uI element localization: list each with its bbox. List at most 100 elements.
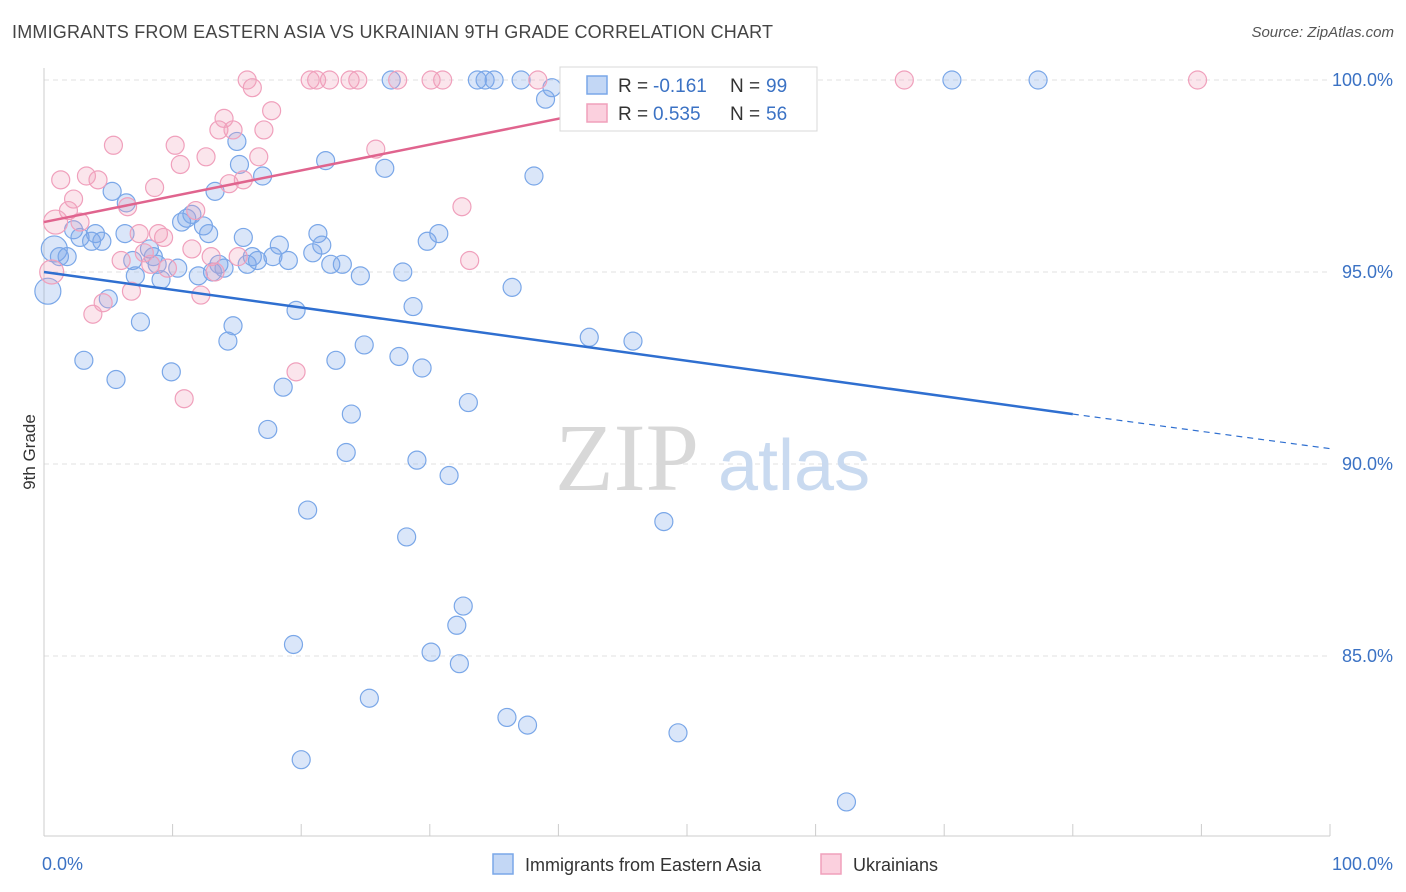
- point-ukrainians: [201, 247, 221, 267]
- point-eastern-asia: [172, 212, 192, 232]
- point-eastern-asia: [57, 247, 77, 267]
- watermark: ZIP atlas: [555, 404, 870, 511]
- point-ukrainians: [205, 262, 225, 282]
- point-ukrainians: [111, 250, 131, 271]
- point-eastern-asia: [291, 750, 311, 770]
- point-eastern-asia: [381, 70, 401, 90]
- point-ukrainians: [76, 166, 97, 186]
- point-eastern-asia: [258, 419, 278, 440]
- point-eastern-asia: [182, 204, 202, 224]
- point-eastern-asia: [308, 224, 328, 244]
- point-eastern-asia: [467, 70, 487, 90]
- point-ukrainians: [182, 239, 202, 259]
- point-eastern-asia: [654, 511, 674, 532]
- point-eastern-asia: [298, 500, 318, 520]
- watermark-atlas: atlas: [718, 426, 870, 506]
- point-eastern-asia: [449, 654, 469, 674]
- point-eastern-asia: [223, 316, 243, 336]
- point-eastern-asia: [263, 247, 283, 267]
- y-tick-label: 90.0%: [1342, 454, 1393, 474]
- point-eastern-asia: [623, 331, 643, 351]
- point-eastern-asia: [286, 300, 306, 320]
- stats-r-label-blue: R =: [618, 76, 648, 97]
- point-eastern-asia: [123, 250, 143, 271]
- point-eastern-asia: [115, 224, 135, 244]
- point-eastern-asia: [336, 442, 356, 463]
- point-ukrainians: [421, 70, 441, 90]
- point-eastern-asia: [447, 615, 467, 635]
- point-ukrainians: [228, 247, 248, 267]
- x-tick-label-max: 100.0%: [1332, 854, 1393, 874]
- point-eastern-asia: [102, 181, 122, 201]
- legend-label-ukrainians: Ukrainians: [853, 855, 938, 875]
- y-tick-label: 95.0%: [1342, 262, 1393, 282]
- point-ukrainians: [242, 78, 262, 98]
- point-eastern-asia: [421, 642, 441, 662]
- point-eastern-asia: [74, 350, 94, 370]
- point-ukrainians: [186, 200, 206, 221]
- point-ukrainians: [460, 250, 480, 271]
- x-tick-label-min: 0.0%: [42, 854, 83, 874]
- stats-n-value-pink: 56: [766, 104, 787, 125]
- point-ukrainians: [433, 70, 453, 90]
- point-eastern-asia: [579, 327, 599, 347]
- point-eastern-asia: [407, 450, 427, 470]
- stats-swatch-pink: [586, 103, 608, 123]
- point-eastern-asia: [332, 254, 352, 274]
- point-eastern-asia: [278, 250, 298, 271]
- point-ukrainians: [452, 197, 472, 217]
- point-ukrainians: [894, 70, 914, 90]
- point-ukrainians: [209, 120, 229, 140]
- point-ukrainians: [153, 227, 174, 248]
- point-ukrainians: [348, 70, 368, 90]
- point-eastern-asia: [49, 247, 70, 267]
- trend-line-extension: [1072, 413, 1331, 450]
- point-eastern-asia: [511, 70, 531, 90]
- stats-r-label-pink: R =: [618, 104, 648, 125]
- point-eastern-asia: [397, 527, 417, 547]
- point-eastern-asia: [453, 596, 473, 616]
- chart-title: IMMIGRANTS FROM EASTERN ASIA VS UKRAINIA…: [12, 22, 774, 42]
- point-ukrainians: [51, 170, 71, 190]
- point-ukrainians: [93, 293, 113, 313]
- point-eastern-asia: [497, 707, 517, 728]
- point-ukrainians: [528, 70, 548, 90]
- point-eastern-asia: [484, 70, 504, 90]
- point-eastern-asia: [229, 154, 250, 175]
- point-eastern-asia: [354, 335, 374, 355]
- point-ukrainians: [1187, 70, 1208, 90]
- point-eastern-asia: [942, 70, 962, 90]
- point-eastern-asia: [247, 250, 268, 271]
- data-points: [34, 70, 1208, 812]
- point-ukrainians: [262, 101, 282, 121]
- point-ukrainians: [388, 70, 408, 90]
- point-ukrainians: [121, 281, 142, 301]
- trend-line-eastern-asia: [43, 270, 1073, 416]
- y-tick-label: 100.0%: [1332, 70, 1393, 90]
- stats-n-label-blue: N =: [730, 76, 760, 97]
- point-ukrainians: [70, 212, 90, 232]
- stats-n-value-blue: 99: [766, 76, 787, 97]
- point-ukrainians: [249, 147, 269, 167]
- stats-swatch-blue: [586, 75, 608, 95]
- point-eastern-asia: [375, 158, 395, 178]
- point-eastern-asia: [350, 266, 370, 286]
- point-eastern-asia: [312, 235, 332, 255]
- y-axis-label: 9th Grade: [20, 414, 39, 490]
- tick-labels: 85.0% 90.0% 95.0% 100.0% 0.0% 100.0%: [42, 70, 1393, 874]
- point-eastern-asia: [168, 258, 188, 278]
- point-ukrainians: [286, 362, 306, 382]
- point-eastern-asia: [517, 715, 538, 735]
- point-eastern-asia: [668, 723, 688, 743]
- point-eastern-asia: [242, 247, 262, 267]
- point-ukrainians: [300, 70, 320, 90]
- stats-r-value-blue: -0.161: [653, 76, 707, 97]
- point-eastern-asia: [106, 369, 126, 390]
- point-eastern-asia: [341, 404, 361, 424]
- point-eastern-asia: [389, 346, 409, 367]
- point-ukrainians: [103, 135, 124, 155]
- point-eastern-asia: [535, 89, 556, 109]
- point-eastern-asia: [524, 166, 544, 186]
- point-eastern-asia: [233, 227, 253, 248]
- point-eastern-asia: [199, 224, 219, 244]
